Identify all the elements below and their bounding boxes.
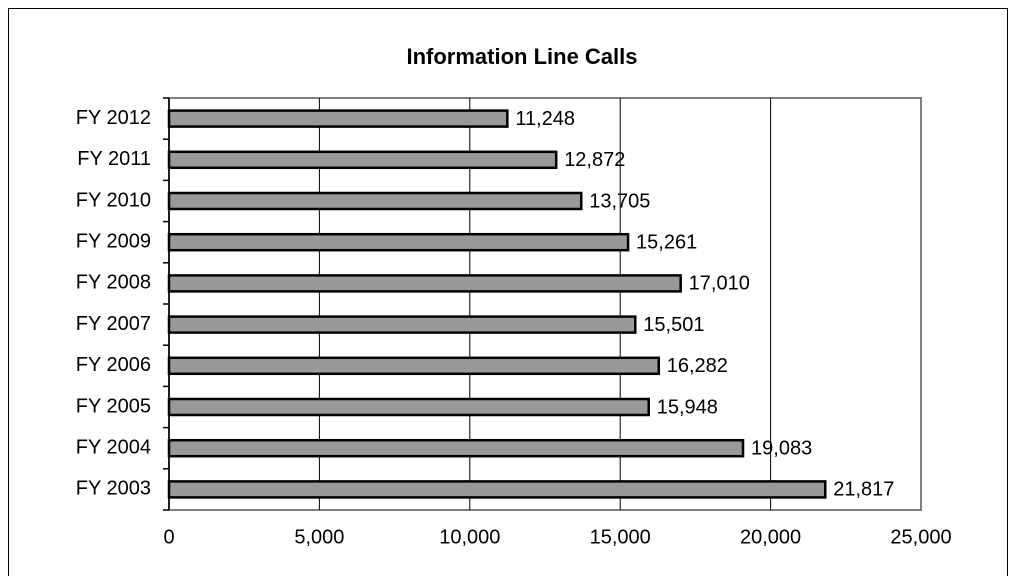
x-tick-label: 10,000 [439, 526, 500, 548]
data-label: 21,817 [833, 479, 894, 501]
y-tick-label: FY 2012 [76, 107, 151, 129]
data-label: 13,705 [589, 190, 650, 212]
bar [167, 480, 827, 499]
bar [167, 191, 583, 211]
data-label: 15,948 [657, 396, 718, 418]
bar [167, 232, 630, 252]
bar [167, 274, 682, 293]
y-tick-label: FY 2011 [77, 148, 151, 170]
data-label: 17,010 [689, 273, 750, 295]
x-tick-label: 25,000 [890, 526, 951, 548]
y-tick-label: FY 2008 [76, 272, 151, 294]
bar [167, 150, 558, 170]
data-label: 19,083 [751, 437, 812, 459]
chart-frame [8, 8, 1008, 576]
data-label: 12,872 [564, 149, 625, 171]
bar [167, 315, 637, 334]
y-tick-label: FY 2005 [76, 395, 151, 417]
x-tick-label: 20,000 [740, 526, 801, 548]
y-tick-label: FY 2004 [76, 436, 151, 458]
bar [167, 397, 650, 417]
data-label: 15,501 [643, 314, 704, 336]
data-label: 16,282 [667, 355, 728, 377]
bar [167, 356, 661, 376]
bar [167, 438, 745, 458]
y-tick-label: FY 2009 [76, 230, 151, 252]
data-label: 15,261 [636, 231, 697, 253]
x-tick-label: 5,000 [294, 526, 344, 548]
y-tick-label: FY 2003 [76, 478, 151, 500]
bar [167, 109, 509, 128]
y-tick-label: FY 2010 [76, 189, 151, 211]
chart-title: Information Line Calls [406, 44, 637, 69]
x-tick-label: 15,000 [590, 526, 651, 548]
x-tick-label: 0 [163, 526, 174, 548]
y-tick-label: FY 2007 [76, 313, 151, 335]
data-label: 11,248 [515, 108, 575, 130]
y-tick-label: FY 2006 [76, 354, 151, 376]
